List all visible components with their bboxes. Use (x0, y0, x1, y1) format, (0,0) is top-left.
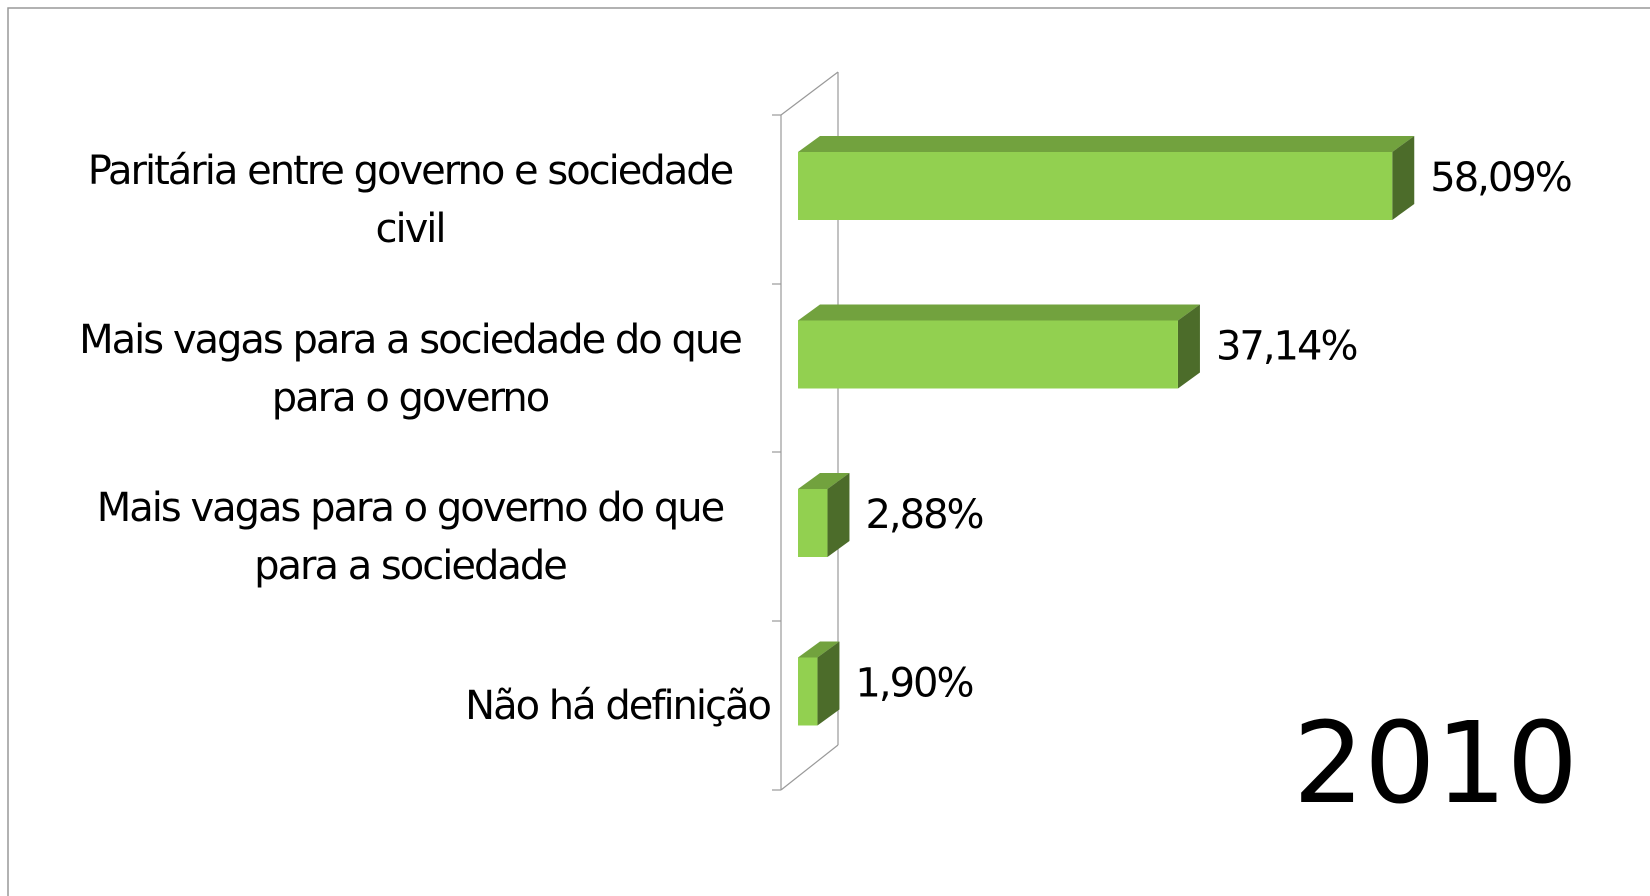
year-annotation: 2010 (1293, 699, 1578, 829)
value-label: 1,90% (855, 661, 972, 707)
bar (798, 489, 828, 557)
bar (798, 152, 1393, 220)
value-label: 2,88% (865, 492, 982, 538)
chart-border (7, 7, 1650, 896)
bar (798, 320, 1178, 389)
category-label: Não há definição (465, 682, 772, 729)
bar-top (798, 473, 850, 489)
value-label: 58,09% (1430, 155, 1571, 201)
bar-side (1392, 136, 1415, 220)
bar-side (817, 641, 840, 726)
bar-side (827, 473, 850, 557)
bar (798, 657, 818, 726)
category-label: Mais vagas para a sociedade do que para … (79, 316, 743, 421)
bar-top (798, 641, 840, 658)
category-label: Paritária entre governo e sociedade civi… (87, 148, 735, 252)
bar-top (798, 136, 1415, 152)
bar-side (1177, 304, 1200, 389)
value-label: 37,14% (1216, 324, 1357, 370)
category-label: Mais vagas para o governo do que para a … (96, 485, 725, 589)
bar-top (798, 304, 1200, 321)
